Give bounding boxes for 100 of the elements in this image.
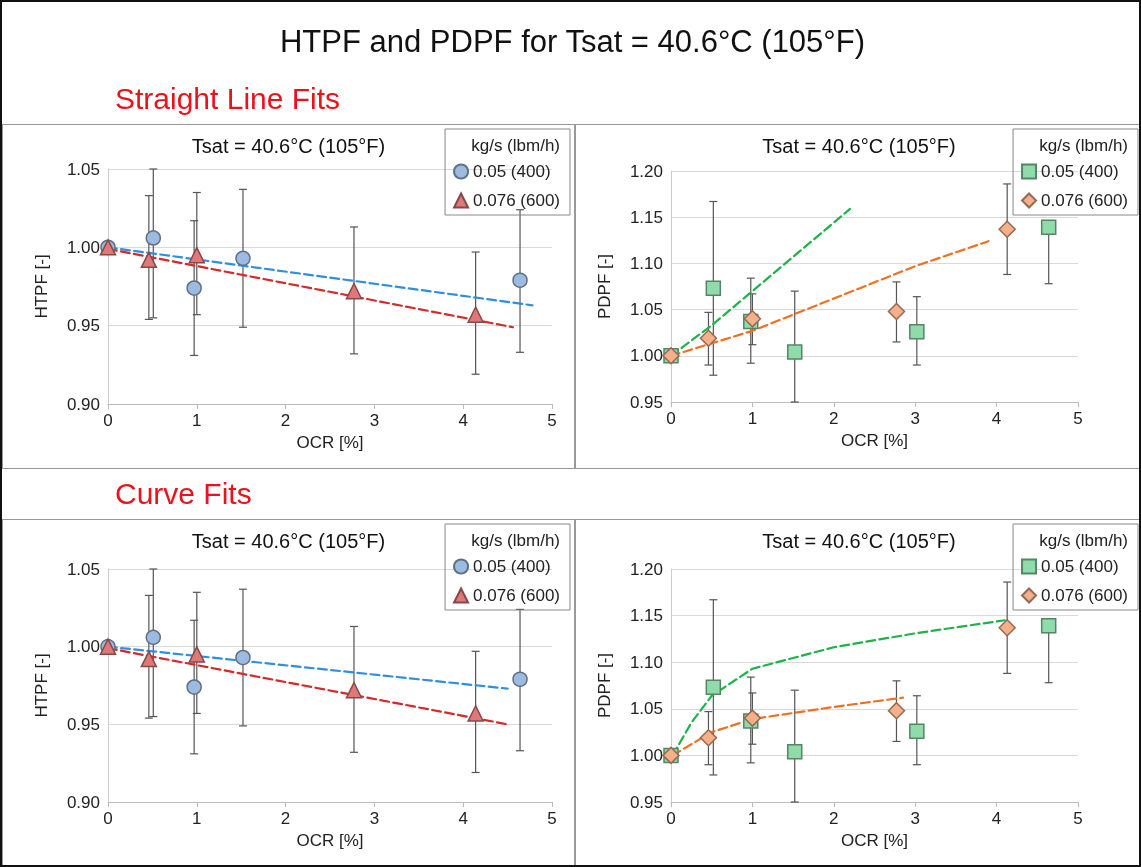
x-tick-label: 3 <box>369 411 380 430</box>
text: Straight Line Fits <box>115 82 341 116</box>
point <box>512 272 528 288</box>
y-tick-label: 1.05 <box>66 559 100 579</box>
y-tick-label: 0.95 <box>66 714 100 734</box>
legend-label: 0.076 (600) <box>1041 586 1128 605</box>
x-tick-label: 4 <box>458 411 468 430</box>
x-tick-label: 2 <box>280 809 291 828</box>
y-tick-label: 1.05 <box>629 300 663 320</box>
y-tick-label: 1.00 <box>66 637 100 657</box>
chart-title: Tsat = 40.6°C (105°F) <box>191 530 386 552</box>
point <box>909 723 925 739</box>
point <box>145 629 162 646</box>
legend-label: 0.05 (400) <box>473 557 551 576</box>
point <box>140 650 158 668</box>
legend-label: 0.076 (600) <box>1041 191 1128 210</box>
chart-title: Tsat = 40.6°C (105°F) <box>762 530 956 552</box>
x-tick-label: 0 <box>666 409 676 428</box>
x-axis-title: OCR [%] <box>840 831 909 850</box>
x-tick-label: 2 <box>280 411 291 430</box>
chart-title: Tsat = 40.6°C (105°F) <box>191 135 386 157</box>
point <box>786 743 803 760</box>
y-tick-label: 1.20 <box>629 559 663 579</box>
x-axis-title: OCR [%] <box>840 431 909 450</box>
y-tick-label: 1.00 <box>66 237 100 257</box>
legend-title: kg/s (lbm/h) <box>471 136 560 155</box>
y-axis-title: HTPF [-] <box>32 254 51 319</box>
x-tick-label: 1 <box>747 809 758 828</box>
y-axis-title: HTPF [-] <box>32 653 51 718</box>
point <box>743 709 762 727</box>
x-tick-label: 0 <box>666 809 676 828</box>
y-axis-title: PDPF [-] <box>595 253 614 320</box>
point <box>887 701 906 720</box>
y-tick-label: 0.95 <box>629 792 663 812</box>
point <box>512 671 528 688</box>
point <box>786 344 803 360</box>
point <box>186 280 202 296</box>
y-tick-label: 1.15 <box>629 207 663 227</box>
y-tick-label: 0.95 <box>629 392 663 412</box>
x-tick-label: 4 <box>991 809 1002 828</box>
x-tick-label: 5 <box>547 809 557 828</box>
x-tick-label: 5 <box>1073 409 1083 428</box>
legend-label: 0.076 (600) <box>473 586 560 605</box>
x-tick-label: 3 <box>910 809 920 828</box>
x-tick-label: 5 <box>547 411 557 430</box>
point <box>705 679 722 696</box>
x-tick-label: 3 <box>910 409 920 428</box>
point <box>887 302 906 321</box>
point <box>699 728 718 747</box>
legend-title: kg/s (lbm/h) <box>1039 531 1128 550</box>
point <box>998 618 1016 637</box>
x-axis-title: OCR [%] <box>296 433 364 452</box>
point <box>188 246 206 264</box>
y-tick-label: 0.90 <box>66 792 100 812</box>
point <box>705 280 722 297</box>
point <box>140 251 158 269</box>
x-tick-label: 4 <box>991 409 1002 428</box>
x-axis-title: OCR [%] <box>296 831 364 850</box>
point <box>345 681 363 699</box>
legend-title: kg/s (lbm/h) <box>1039 136 1128 155</box>
point <box>467 306 484 323</box>
text: Curve Fits <box>115 477 252 511</box>
point <box>145 230 162 246</box>
point <box>235 649 251 666</box>
point <box>1040 618 1057 634</box>
y-tick-label: 1.10 <box>629 253 663 273</box>
x-tick-label: 4 <box>458 809 468 828</box>
point <box>699 329 718 347</box>
legend-title: kg/s (lbm/h) <box>471 531 560 550</box>
point <box>909 324 925 340</box>
point <box>1040 219 1057 236</box>
x-tick-label: 1 <box>192 809 202 828</box>
point <box>188 646 206 663</box>
y-tick-label: 1.05 <box>66 159 100 179</box>
x-tick-label: 2 <box>829 409 839 428</box>
legend-label: 0.05 (400) <box>1041 162 1119 181</box>
x-tick-label: 5 <box>1073 809 1083 828</box>
chart-title: Tsat = 40.6°C (105°F) <box>762 135 956 157</box>
x-tick-label: 3 <box>369 809 380 828</box>
y-tick-label: 1.00 <box>629 346 663 366</box>
point <box>467 705 484 722</box>
y-tick-label: 1.20 <box>629 161 663 181</box>
legend-label: 0.076 (600) <box>473 191 560 210</box>
legend-label: 0.05 (400) <box>473 162 551 181</box>
x-tick-label: 0 <box>103 809 113 828</box>
text: HTPF and PDPF for Tsat = 40.6°C (105°F) <box>279 24 866 60</box>
x-tick-label: 2 <box>829 809 839 828</box>
point <box>235 250 251 267</box>
y-tick-label: 1.10 <box>629 652 663 672</box>
y-tick-label: 1.00 <box>629 745 663 765</box>
point <box>998 220 1016 238</box>
point <box>186 679 202 695</box>
x-tick-label: 0 <box>103 411 113 430</box>
x-tick-label: 1 <box>747 409 758 428</box>
y-axis-title: PDPF [-] <box>595 652 614 719</box>
x-tick-label: 1 <box>192 411 202 430</box>
y-tick-label: 1.15 <box>629 606 663 626</box>
point <box>345 282 363 300</box>
y-tick-label: 1.05 <box>629 699 663 719</box>
y-tick-label: 0.95 <box>66 316 100 336</box>
